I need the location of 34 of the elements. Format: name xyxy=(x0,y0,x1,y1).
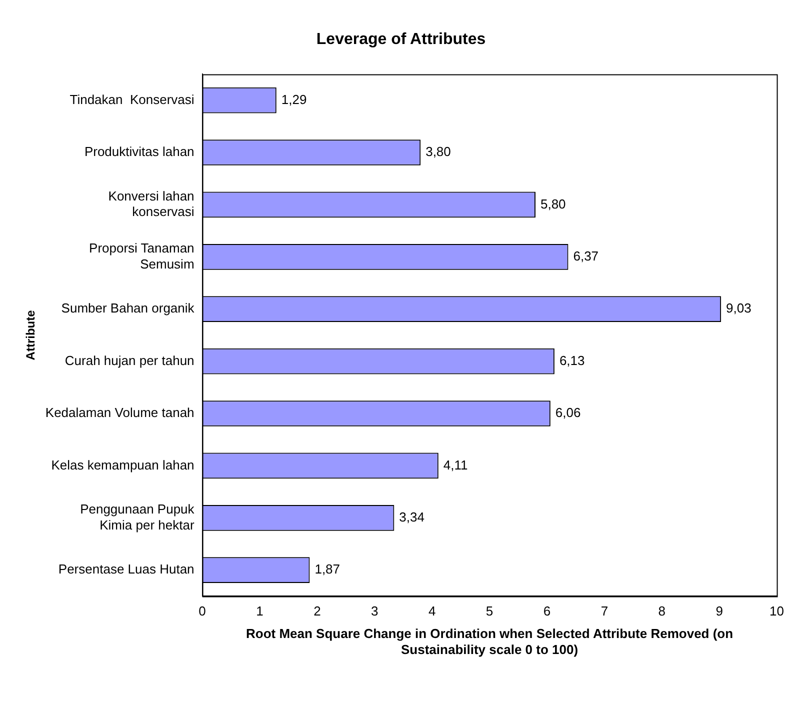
data-label: 6,13 xyxy=(559,352,585,368)
y-tick-label: Proporsi Tanaman Semusim xyxy=(89,240,194,272)
x-tick-label: 10 xyxy=(770,604,784,619)
data-label: 3,80 xyxy=(426,144,451,160)
data-label: 6,06 xyxy=(555,405,581,420)
y-tick-label: Sumber Bahan organik xyxy=(61,300,195,316)
y-tick-label: Produktivitas lahan xyxy=(84,144,194,160)
data-label: 9,03 xyxy=(726,300,752,316)
data-label: 6,37 xyxy=(573,248,599,264)
y-tick-label: Kedalaman Volume tanah xyxy=(45,405,194,420)
x-tick-label: 3 xyxy=(371,604,378,619)
y-tick-label: Persentase Luas Hutan xyxy=(58,562,194,577)
x-tick-label: 6 xyxy=(543,604,551,619)
chart-title: Leverage of Attributes xyxy=(316,31,486,48)
y-tick-label: Konversi lahan konservasi xyxy=(108,188,194,220)
x-tick-label: 2 xyxy=(314,604,321,619)
y-axis-title: Attribute xyxy=(24,310,38,360)
y-tick-label: Tindakan Konservasi xyxy=(70,92,194,107)
y-tick-label: Kelas kemampuan lahan xyxy=(51,457,194,472)
x-tick-label: 5 xyxy=(486,604,494,619)
data-label: 4,11 xyxy=(443,457,468,472)
data-label: 5,80 xyxy=(540,196,566,212)
data-label: 3,34 xyxy=(399,509,424,524)
x-tick-label: 9 xyxy=(716,604,723,619)
y-tick-label: Curah hujan per tahun xyxy=(64,352,194,368)
data-label: 1,87 xyxy=(314,562,340,577)
x-tick-label: 7 xyxy=(600,604,608,619)
data-label: 1,29 xyxy=(281,92,307,107)
x-axis-title: Root Mean Square Change in Ordination when Selected Attribute Removed (on Sustainability scale 0 to 100) xyxy=(246,626,734,657)
x-tick-label: 1 xyxy=(256,604,264,619)
x-tick-label: 4 xyxy=(428,604,436,619)
y-tick-label: Penggunaan Pupuk Kimia per hektar xyxy=(80,502,195,532)
x-tick-label: 8 xyxy=(658,604,666,619)
x-tick-label: 0 xyxy=(198,604,206,619)
